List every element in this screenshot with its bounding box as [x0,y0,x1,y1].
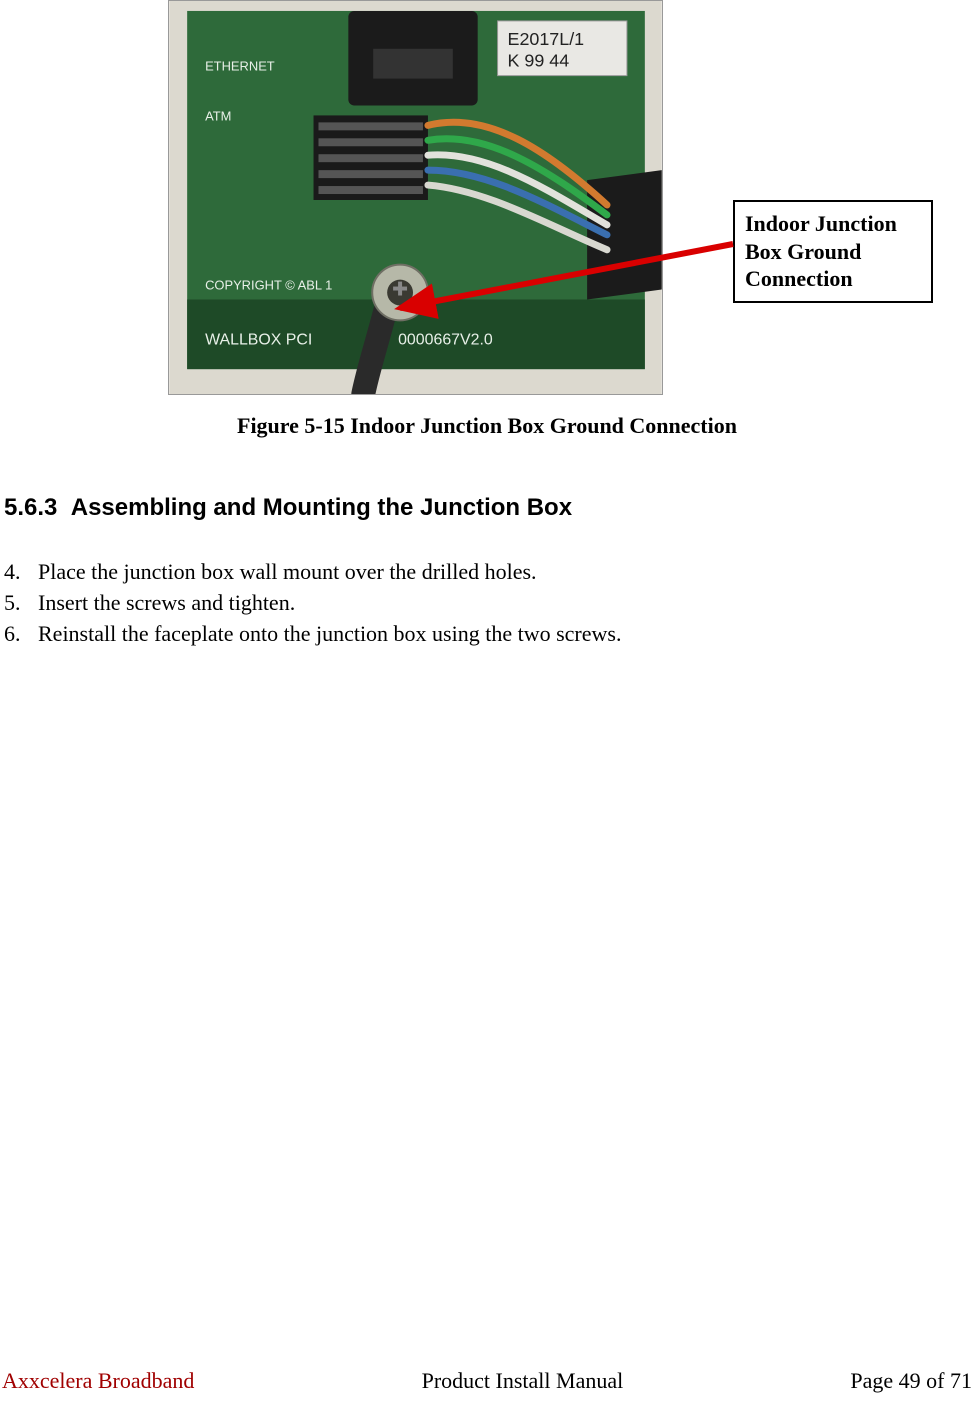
pcb-label-line2: K 99 44 [508,51,570,71]
step-text: Reinstall the faceplate onto the junctio… [38,618,944,649]
step-text: Insert the screws and tighten. [38,587,944,618]
footer-page: Page 49 of 71 [850,1368,972,1394]
section-title: Assembling and Mounting the Junction Box [71,494,572,521]
list-item: 6. Reinstall the faceplate onto the junc… [4,618,944,649]
footer-center: Product Install Manual [422,1368,624,1394]
step-number: 6. [4,618,38,649]
figure-caption: Figure 5-15 Indoor Junction Box Ground C… [0,413,974,439]
pcb-text-version: 0000667V2.0 [398,331,493,348]
pcb-text-wallbox: WALLBOX PCI [205,331,312,348]
footer-brand: Axxcelera Broadband [2,1368,194,1394]
step-number: 4. [4,556,38,587]
page-footer: Axxcelera Broadband Product Install Manu… [2,1368,972,1394]
pcb-text-copyright: COPYRIGHT © ABL 1 [205,278,332,293]
step-number: 5. [4,587,38,618]
section-number: 5.6.3 [4,494,57,521]
figure-image: E2017L/1 K 99 44 ETHERNET ATM [168,0,663,395]
pcb-text-atm: ATM [205,108,231,123]
steps-list: 4. Place the junction box wall mount ove… [4,556,944,650]
pcb-label-line1: E2017L/1 [508,29,585,49]
list-item: 4. Place the junction box wall mount ove… [4,556,944,587]
step-text: Place the junction box wall mount over t… [38,556,944,587]
section-heading: 5.6.3 Assembling and Mounting the Juncti… [4,494,572,522]
callout-label: Indoor Junction Box Ground Connection [733,200,933,303]
list-item: 5. Insert the screws and tighten. [4,587,944,618]
pcb-text-ethernet: ETHERNET [205,59,275,74]
